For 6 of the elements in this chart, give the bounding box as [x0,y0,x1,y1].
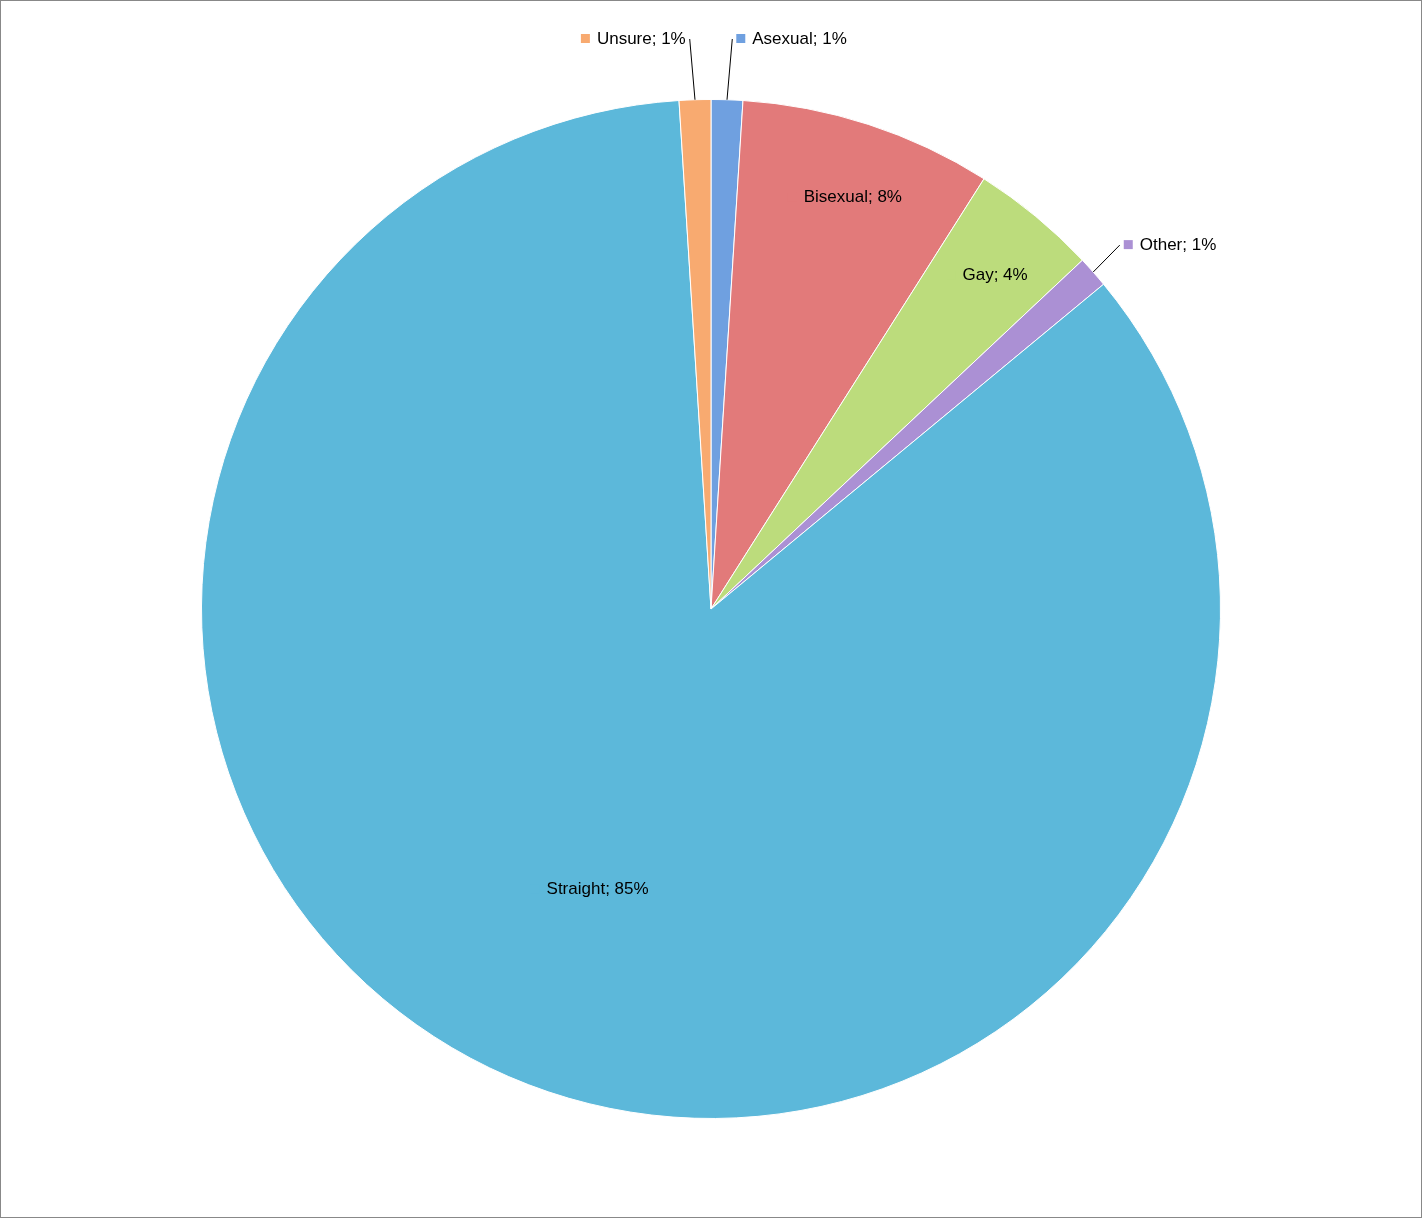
slice-label: Bisexual; 8% [803,186,902,206]
slice-label: Straight; 85% [546,879,649,899]
legend-label: Asexual; 1% [752,28,847,48]
slice-label: Gay; 4% [962,265,1028,284]
legend-label: Unsure; 1% [596,28,686,48]
legend-label: Other; 1% [1139,234,1217,254]
